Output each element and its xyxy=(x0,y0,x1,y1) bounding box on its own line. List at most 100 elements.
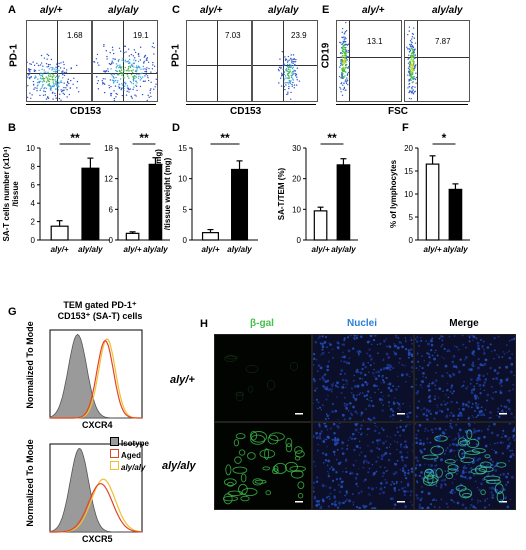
facs-a-2-value: 19.1 xyxy=(133,31,149,40)
significance-label: ** xyxy=(327,131,337,145)
panel-label-h: H xyxy=(200,318,208,330)
y-tick-label: 6 xyxy=(109,205,114,214)
panel-label-b: B xyxy=(8,122,16,134)
y-tick-label: 12 xyxy=(104,175,113,184)
significance-label: * xyxy=(442,131,447,145)
micro-nuclei-1-img xyxy=(313,335,413,421)
y-axis-label: SA-T/TEM (%) xyxy=(89,167,98,220)
y-axis-label: SA-T cells number (mg) xyxy=(154,149,163,239)
bar-1 xyxy=(148,163,163,241)
panel-g-xlabel-top: CXCR4 xyxy=(82,420,113,430)
panel-a-genotype-2: aly/aly xyxy=(108,5,139,16)
bar-chart-d-2: 0 5 10 15 SA-T cells number (mg)/tissue weig… xyxy=(154,131,258,254)
legend-isotype-swatch xyxy=(110,437,119,446)
facs-a-1-dots xyxy=(27,53,80,101)
facs-e-2-dots xyxy=(406,26,418,100)
isotype-curve xyxy=(49,447,142,533)
legend-aged-swatch xyxy=(110,449,119,458)
h-col-merge: Merge xyxy=(449,318,479,329)
h-row-1-label: aly/+ xyxy=(170,374,195,386)
facs-e-1-dots xyxy=(338,21,351,101)
micro-merge-1-img xyxy=(415,335,515,421)
y-tick-label: 0 xyxy=(183,236,188,245)
facs-e-1-value: 13.1 xyxy=(367,37,383,46)
bar-chart-d-3: 0 10 20 30 SA-T/TEM (%) aly/+ aly/aly ** xyxy=(277,131,358,254)
facs-a-2: 19.1 xyxy=(92,20,158,102)
micro-merge-2-img xyxy=(415,423,515,509)
bar-0 xyxy=(201,232,219,241)
y-axis-label: SA-T cells number (x10⁴) xyxy=(2,146,11,241)
y-tick-label: 0 xyxy=(31,236,36,245)
panel-g-title-line1: TEM gated PD-1⁺ xyxy=(63,300,137,310)
histograms xyxy=(49,329,143,533)
facs-a-1-value: 1.68 xyxy=(67,31,83,40)
panel-label-a: A xyxy=(8,4,16,16)
facs-c-1: 7.03 xyxy=(186,20,252,102)
panel-label-f: F xyxy=(402,122,409,134)
y-tick-label: 0 xyxy=(297,236,302,245)
x-tick-label: aly/aly xyxy=(443,245,468,254)
panel-e-xline xyxy=(336,104,468,105)
y-tick-label: 20 xyxy=(404,144,413,153)
panel-c-xlabel: CD153 xyxy=(230,106,262,117)
h-col-nuclei: Nuclei xyxy=(346,318,377,329)
histogram-cxcr4 xyxy=(49,329,143,419)
panel-label-e: E xyxy=(322,4,330,16)
aged-curve xyxy=(50,339,142,419)
y-tick-label: 10 xyxy=(26,144,35,153)
panel-e-ylabel: CD19 xyxy=(320,42,332,69)
facs-c-2: 23.9 xyxy=(252,20,318,102)
legend-aged: Aged xyxy=(110,449,149,461)
micro-bgal-1 xyxy=(214,334,312,422)
panel-a-genotype-1: aly/+ xyxy=(40,5,63,16)
x-tick-label: aly/aly xyxy=(331,245,356,254)
facs-a-2-dots xyxy=(93,42,157,101)
y-tick-label: 20 xyxy=(292,175,301,184)
panel-c-xline xyxy=(186,104,316,105)
y-tick-label: 15 xyxy=(178,144,187,153)
panel-e-genotype-1: aly/+ xyxy=(362,5,385,16)
y-tick-label: 0 xyxy=(409,236,414,245)
facs-e-1: 13.1 xyxy=(336,20,402,102)
micro-bgal-1-img xyxy=(224,355,303,415)
micro-merge-2 xyxy=(414,422,516,510)
panel-c-genotype-1: aly/+ xyxy=(200,5,223,16)
y-axis-label: /tissue weight (mg) xyxy=(163,157,172,230)
x-tick-label: aly/+ xyxy=(424,245,442,254)
bar-chart-b-0: 0 2 4 6 8 10 SA-T cells number (x10⁴)/tissue al… xyxy=(2,131,110,254)
y-axis-label: /tissue xyxy=(11,181,20,207)
panel-g-xlabel-bottom: CXCR5 xyxy=(82,534,113,544)
significance-label: ** xyxy=(70,131,80,145)
y-axis-label: % of lymphocytes xyxy=(389,159,398,228)
y-tick-label: 6 xyxy=(31,181,36,190)
y-tick-label: 15 xyxy=(404,167,413,176)
bar-1 xyxy=(231,168,249,241)
facs-e-2-value: 7.87 xyxy=(435,37,451,46)
legend-aged-label: Aged xyxy=(121,451,141,460)
legend-aly: aly/aly xyxy=(110,461,149,473)
panel-c-genotype-2: aly/aly xyxy=(268,5,299,16)
facs-c-2-dots xyxy=(277,50,301,100)
panel-g-ylabel-bottom: Normalized To Mode xyxy=(25,439,35,527)
bar-0 xyxy=(425,163,440,241)
legend-isotype-label: Isotype xyxy=(121,439,150,448)
panel-label-c: C xyxy=(172,4,180,16)
panel-label-d: D xyxy=(172,122,180,134)
h-row-2-label: aly/aly xyxy=(162,460,196,472)
y-tick-label: 5 xyxy=(409,213,414,222)
histogram-cxcr5 xyxy=(49,443,143,533)
y-tick-label: 10 xyxy=(404,190,413,199)
significance-label: ** xyxy=(220,131,230,145)
bar-0 xyxy=(313,210,328,241)
y-tick-label: 5 xyxy=(183,205,188,214)
facs-e-2: 7.87 xyxy=(404,20,470,102)
legend-aly-label: aly/aly xyxy=(121,463,146,472)
isotype-curve xyxy=(49,333,142,419)
bar-chart-b-1: 0 6 12 18 SA-T/TEM (%) aly/+ aly/aly ** xyxy=(89,131,170,254)
significance-label: ** xyxy=(139,131,149,145)
panel-g-title-line2: CD153⁺ (SA-T) cells xyxy=(57,311,143,321)
legend-aly-swatch xyxy=(110,461,119,470)
x-tick-label: aly/+ xyxy=(124,245,142,254)
panel-e-xlabel: FSC xyxy=(388,106,408,117)
bar-1 xyxy=(81,167,100,241)
